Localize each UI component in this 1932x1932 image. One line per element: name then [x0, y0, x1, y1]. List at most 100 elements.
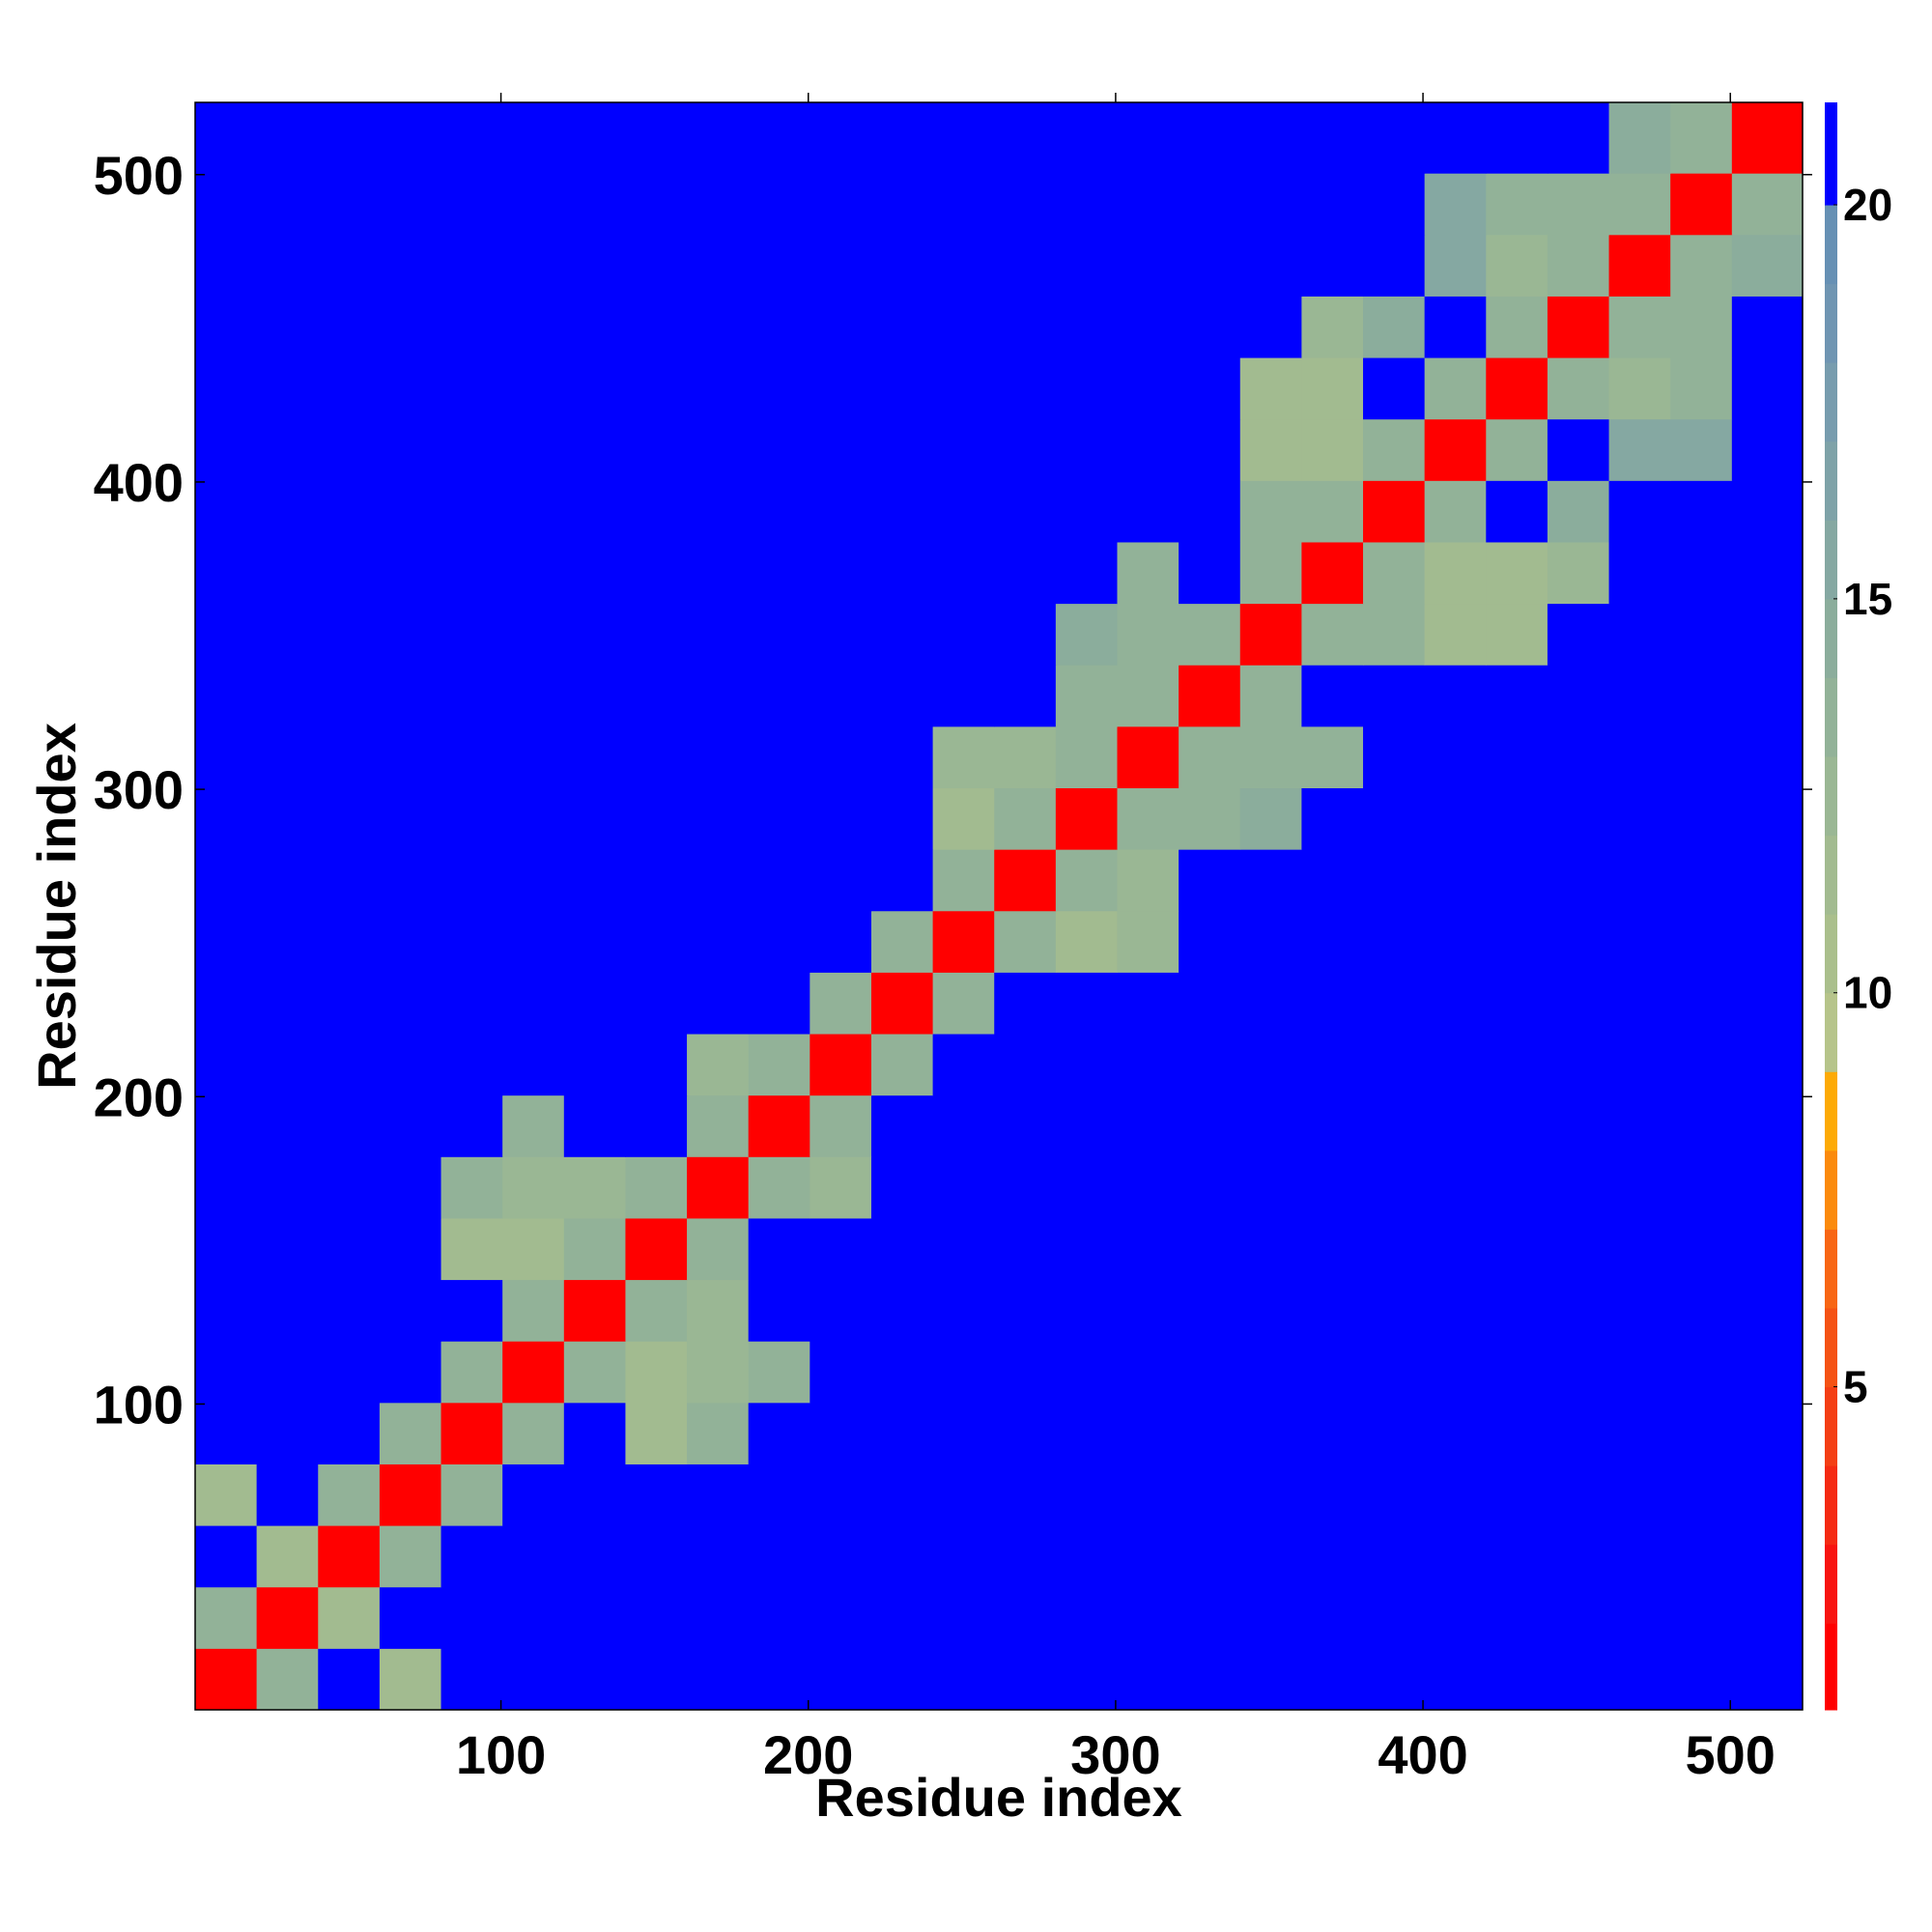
- cell: [502, 1525, 565, 1588]
- cell: [379, 234, 442, 297]
- cell: [318, 910, 381, 973]
- cell: [1117, 1586, 1179, 1649]
- cell: [870, 910, 934, 973]
- cell: [625, 1463, 688, 1526]
- cell: [810, 725, 872, 789]
- cell: [1055, 173, 1118, 236]
- cell: [1486, 1094, 1548, 1157]
- cell: [502, 480, 565, 543]
- cell: [1670, 102, 1733, 174]
- cell: [748, 357, 810, 420]
- cell: [810, 1402, 872, 1464]
- colorbar-tick-label: 20: [1843, 180, 1892, 230]
- cell: [318, 665, 381, 727]
- cell: [1055, 1094, 1118, 1157]
- cell: [1301, 173, 1364, 236]
- cell: [1239, 1525, 1302, 1588]
- cell: [1486, 357, 1548, 420]
- cell: [1731, 1341, 1804, 1404]
- cell: [1670, 665, 1733, 727]
- cell: [1239, 1341, 1302, 1404]
- cell: [440, 1279, 503, 1342]
- cell: [256, 541, 319, 605]
- cell: [870, 1341, 934, 1404]
- cell: [563, 1094, 626, 1157]
- cell: [1117, 1648, 1179, 1711]
- cell: [318, 102, 381, 174]
- cell: [748, 910, 810, 973]
- cell: [748, 1463, 810, 1526]
- cell: [1301, 357, 1364, 420]
- cell: [748, 102, 810, 174]
- cell: [256, 1463, 319, 1526]
- cell: [195, 1402, 258, 1464]
- cell: [1424, 1586, 1487, 1649]
- cell: [932, 603, 995, 666]
- cell: [440, 296, 503, 358]
- cell: [625, 1648, 688, 1711]
- cell: [1117, 1402, 1179, 1464]
- cell: [687, 1525, 750, 1588]
- cell: [748, 418, 810, 481]
- cell: [1424, 1034, 1487, 1096]
- colorbar-segment: [1825, 283, 1837, 363]
- cell: [1424, 849, 1487, 912]
- cell: [1486, 173, 1548, 236]
- cell: [1179, 357, 1241, 420]
- cell: [1179, 102, 1241, 174]
- cell: [625, 1217, 688, 1281]
- cell: [932, 541, 995, 605]
- cell: [870, 1648, 934, 1711]
- cell: [1117, 102, 1179, 174]
- cell: [1055, 603, 1118, 666]
- cell: [1055, 725, 1118, 789]
- cell: [810, 234, 872, 297]
- cell: [563, 1341, 626, 1404]
- cell: [1731, 1586, 1804, 1649]
- cell: [379, 665, 442, 727]
- cell: [1608, 1156, 1671, 1219]
- cell: [1055, 972, 1118, 1035]
- cell: [563, 787, 626, 850]
- cell: [1179, 1648, 1241, 1711]
- cell: [1731, 541, 1804, 605]
- cell: [502, 849, 565, 912]
- cell: [256, 480, 319, 543]
- cell: [1486, 1034, 1548, 1096]
- cell: [870, 849, 934, 912]
- cell: [1117, 418, 1179, 481]
- cell: [563, 603, 626, 666]
- cell: [318, 849, 381, 912]
- cell: [563, 296, 626, 358]
- cell: [1363, 1402, 1426, 1464]
- cell: [1608, 1463, 1671, 1526]
- cell: [870, 1463, 934, 1526]
- cell: [810, 849, 872, 912]
- cell: [625, 972, 688, 1035]
- cell: [1239, 1402, 1302, 1464]
- cell: [810, 1586, 872, 1649]
- cell: [932, 1094, 995, 1157]
- cell: [1486, 1525, 1548, 1588]
- cell: [687, 603, 750, 666]
- cell: [1239, 910, 1302, 973]
- colorbar-segment: [1825, 440, 1837, 521]
- cell: [748, 1217, 810, 1281]
- cell: [1301, 1463, 1364, 1526]
- cell: [748, 1525, 810, 1588]
- cell: [932, 1648, 995, 1711]
- cell: [1670, 1156, 1733, 1219]
- cell: [1670, 603, 1733, 666]
- cell: [748, 1648, 810, 1711]
- cell: [932, 1034, 995, 1096]
- cell: [1608, 1648, 1671, 1711]
- cell: [1608, 102, 1671, 174]
- cell: [1547, 418, 1610, 481]
- cell: [1239, 603, 1302, 666]
- x-tick-label: 200: [763, 1724, 853, 1785]
- cell: [1731, 787, 1804, 850]
- cell: [994, 725, 1057, 789]
- cell: [1547, 603, 1610, 666]
- cell: [1608, 1034, 1671, 1096]
- cell: [502, 418, 565, 481]
